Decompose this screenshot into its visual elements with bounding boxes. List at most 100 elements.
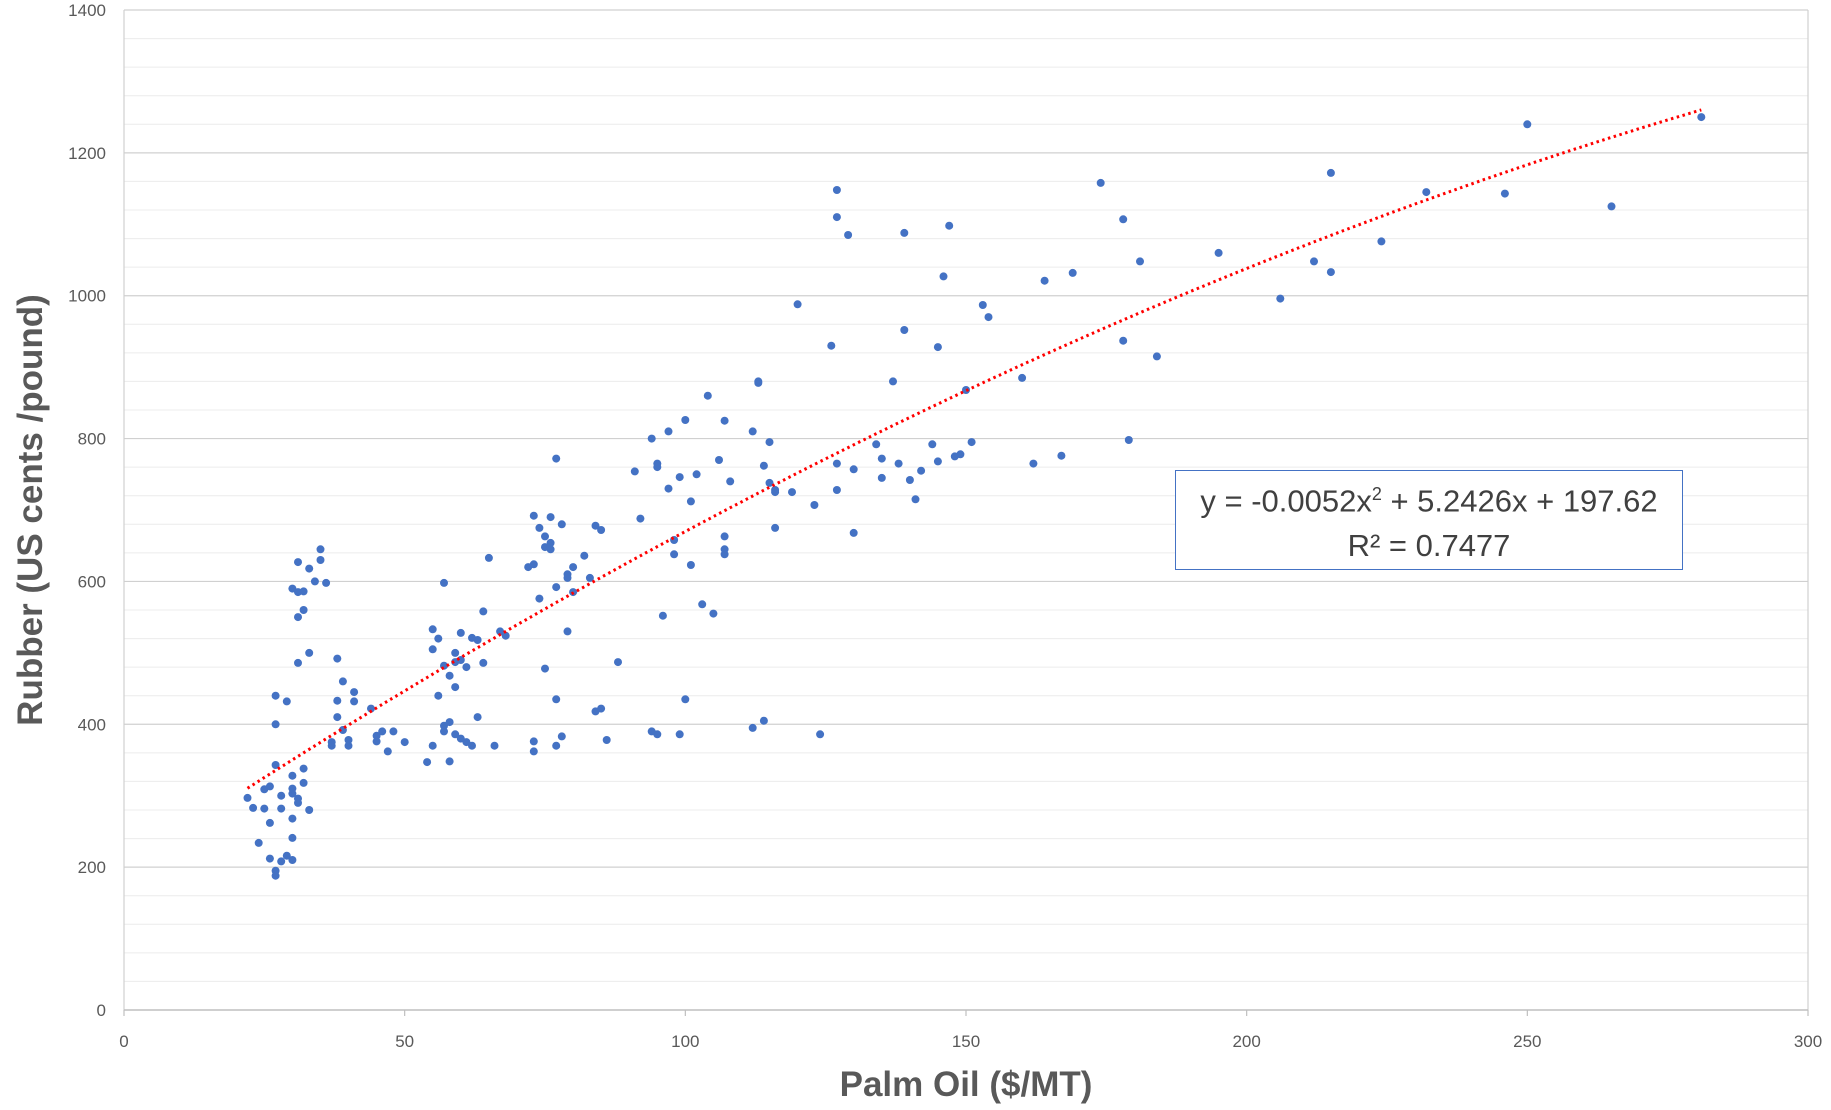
- data-point: [294, 658, 302, 667]
- x-tick-label: 150: [952, 1032, 980, 1051]
- data-point: [759, 461, 768, 470]
- data-point: [445, 718, 454, 727]
- data-point: [456, 628, 465, 637]
- data-point: [978, 301, 987, 309]
- data-point: [434, 634, 443, 643]
- data-point: [271, 761, 280, 769]
- y-tick-label: 0: [97, 1001, 106, 1020]
- data-point: [1040, 276, 1049, 285]
- data-point: [681, 695, 690, 704]
- data-point: [1152, 352, 1161, 361]
- data-point: [658, 611, 667, 620]
- data-point: [894, 459, 903, 468]
- data-point: [479, 607, 488, 616]
- data-point: [788, 488, 796, 497]
- data-point: [563, 627, 572, 636]
- data-point: [1607, 202, 1616, 211]
- data-point: [282, 697, 291, 706]
- data-point: [529, 511, 538, 520]
- data-point: [810, 501, 819, 509]
- data-point: [243, 793, 252, 802]
- data-point: [754, 378, 763, 387]
- data-point: [552, 741, 561, 750]
- x-tick-label: 0: [119, 1032, 128, 1051]
- data-point: [338, 677, 347, 686]
- y-tick-label: 1400: [68, 1, 106, 20]
- y-axis-ticks: 0 200 400 600 800 1000 1200 1400: [68, 1, 106, 1020]
- data-point: [378, 727, 387, 736]
- data-point: [917, 466, 926, 475]
- data-point: [670, 550, 679, 559]
- data-point: [720, 532, 729, 541]
- data-point: [367, 704, 375, 713]
- y-tick-label: 800: [78, 430, 106, 449]
- data-point: [630, 467, 639, 476]
- data-point: [282, 851, 291, 860]
- data-point: [265, 818, 274, 827]
- data-point: [552, 583, 561, 592]
- x-tick-label: 250: [1513, 1032, 1541, 1051]
- data-point: [580, 551, 589, 560]
- data-point: [473, 636, 482, 644]
- data-point: [597, 526, 606, 534]
- data-point: [849, 465, 858, 474]
- data-point: [1018, 373, 1027, 382]
- data-point: [967, 438, 976, 447]
- data-point: [294, 798, 302, 807]
- data-point: [900, 326, 909, 334]
- data-point: [793, 300, 802, 309]
- trendline-equation: y = -0.0052x2 + 5.2426x + 197.62: [1200, 472, 1657, 523]
- data-point: [653, 730, 662, 739]
- data-point: [541, 664, 549, 673]
- data-point: [832, 186, 841, 194]
- data-point: [299, 606, 308, 614]
- data-point: [849, 528, 858, 537]
- data-point: [1096, 178, 1105, 187]
- data-point: [877, 473, 886, 482]
- data-point: [344, 741, 353, 750]
- data-point: [389, 727, 398, 736]
- data-point: [726, 477, 735, 486]
- data-point: [316, 545, 325, 554]
- data-point: [265, 782, 274, 791]
- data-point: [428, 625, 437, 634]
- data-point: [305, 806, 314, 814]
- data-point: [653, 459, 662, 468]
- data-point: [423, 758, 432, 767]
- data-point: [1326, 168, 1335, 177]
- data-point: [305, 564, 314, 573]
- data-point: [333, 654, 342, 663]
- data-point: [294, 558, 302, 567]
- data-point: [333, 713, 342, 722]
- data-point: [484, 553, 493, 562]
- data-point: [765, 438, 774, 447]
- data-point: [440, 727, 448, 736]
- y-tick-label: 1200: [68, 144, 106, 163]
- data-point: [333, 696, 342, 705]
- data-point: [597, 704, 606, 713]
- data-point: [844, 231, 853, 239]
- data-point: [288, 856, 297, 864]
- data-point: [832, 213, 841, 222]
- data-point: [585, 573, 594, 582]
- data-point: [675, 730, 684, 739]
- data-point: [1136, 257, 1144, 266]
- y-tick-label: 1000: [68, 287, 106, 306]
- data-point: [557, 732, 566, 741]
- data-point: [933, 343, 942, 352]
- y-tick-label: 600: [78, 572, 106, 591]
- data-point: [771, 486, 780, 494]
- data-point: [614, 658, 622, 667]
- data-point: [552, 695, 561, 704]
- x-tick-label: 200: [1232, 1032, 1260, 1051]
- data-point: [496, 627, 505, 636]
- data-point: [277, 857, 286, 866]
- data-point: [249, 803, 258, 812]
- data-point: [877, 454, 886, 463]
- data-point: [305, 648, 314, 657]
- data-point: [720, 550, 729, 559]
- data-point: [310, 577, 319, 586]
- data-point: [905, 476, 914, 484]
- data-point: [1377, 237, 1386, 246]
- data-point: [1214, 248, 1223, 257]
